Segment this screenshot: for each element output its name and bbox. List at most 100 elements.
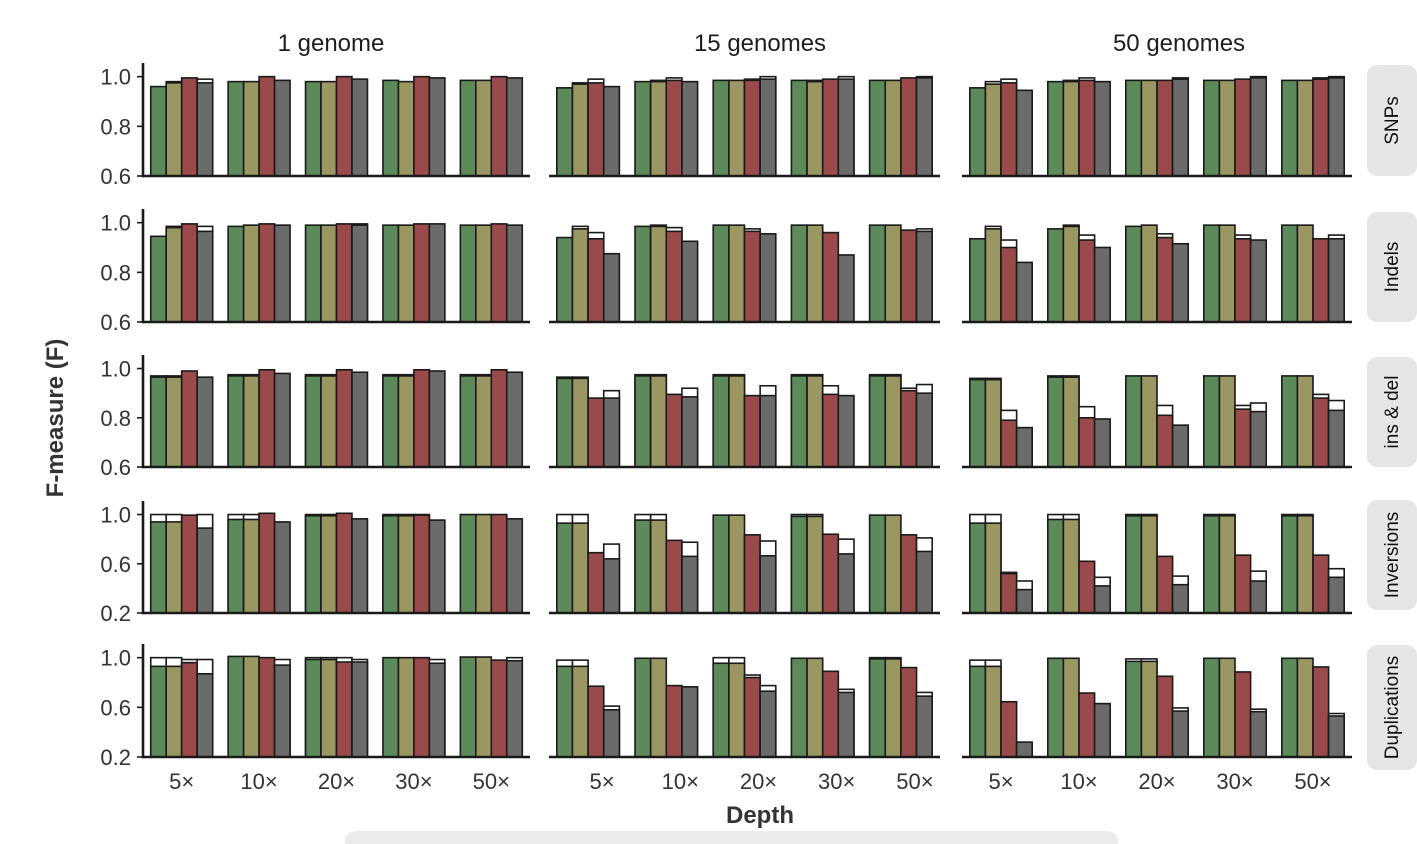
bar-ins-del-15-genomes-depth-30-series-2 [806, 375, 824, 468]
bar-inversions-15-genomes-depth-50-series-4 [915, 550, 933, 614]
bar-ins-del-1-genome-depth-20-series-1 [304, 375, 322, 468]
bar-indels-50-genomes-depth-50-series-2 [1296, 224, 1314, 323]
panel-duplications-1-genome: 0.2 0.6 1.0 [100, 644, 530, 770]
bar-snps-1-genome-depth-5-series-2 [165, 82, 183, 177]
bar-snps-15-genomes-depth-5-series-3 [587, 82, 605, 177]
row-label-box-inversions [1367, 500, 1417, 610]
x-tick-label-1-genome-30: 30× [395, 769, 432, 794]
bar-ins-del-15-genomes-depth-30-series-3 [821, 393, 840, 468]
bar-indels-1-genome-depth-30-series-3 [413, 223, 431, 323]
x-tick-label-50-genomes-20: 20× [1138, 769, 1175, 794]
y-tick-label-duplications-0-2: 0.2 [100, 745, 131, 770]
bar-indels-50-genomes-depth-5-series-2 [984, 228, 1002, 323]
bar-inversions-50-genomes-depth-5-series-1 [968, 522, 987, 614]
bar-indels-15-genomes-depth-10-series-3 [665, 230, 683, 323]
bar-inversions-50-genomes-depth-10-series-1 [1047, 518, 1065, 614]
bar-ins-del-50-genomes-depth-10-series-4 [1093, 418, 1111, 468]
row-label-box-snps [1367, 65, 1417, 176]
bar-duplications-15-genomes-depth-5-series-4 [602, 709, 621, 758]
bar-ins-del-15-genomes-depth-5-series-2 [571, 377, 589, 468]
y-tick-label-snps-0-6: 0.6 [100, 164, 131, 189]
bar-inversions-1-genome-depth-5-series-1 [149, 521, 168, 614]
column-title-15-genomes: 15 genomes [694, 30, 826, 57]
bar-indels-1-genome-depth-10-series-2 [242, 224, 260, 323]
bar-duplications-15-genomes-depth-50-series-1 [868, 658, 887, 758]
bar-snps-50-genomes-depth-50-series-3 [1312, 78, 1330, 177]
bar-duplications-15-genomes-depth-10-series-2 [649, 657, 668, 758]
bar-ins-del-1-genome-depth-50-series-2 [475, 375, 493, 468]
bar-indels-50-genomes-depth-20-series-3 [1156, 236, 1174, 323]
y-tick-label-ins-del-0-8: 0.8 [100, 406, 131, 431]
bar-inversions-50-genomes-depth-50-series-3 [1312, 554, 1330, 614]
bar-snps-50-genomes-depth-10-series-1 [1047, 80, 1065, 177]
bar-duplications-1-genome-depth-50-series-1 [459, 656, 477, 758]
bar-indels-1-genome-depth-20-series-3 [335, 223, 353, 323]
bar-indels-50-genomes-depth-5-series-3 [1000, 246, 1018, 323]
bar-snps-1-genome-depth-20-series-3 [335, 75, 353, 177]
bar-inversions-1-genome-depth-10-series-4 [273, 521, 291, 614]
bar-inversions-1-genome-depth-30-series-1 [382, 514, 400, 614]
bar-indels-1-genome-depth-10-series-1 [227, 225, 245, 323]
x-tick-label-15-genomes-50: 50× [896, 769, 933, 794]
bar-ins-del-50-genomes-depth-10-series-2 [1062, 376, 1080, 468]
bar-duplications-15-genomes-depth-20-series-1 [712, 662, 730, 758]
bar-duplications-1-genome-depth-50-series-3 [490, 659, 508, 758]
bar-duplications-1-genome-depth-5-series-2 [165, 665, 183, 758]
bar-snps-15-genomes-depth-5-series-2 [571, 83, 589, 177]
bar-snps-50-genomes-depth-30-series-2 [1218, 79, 1236, 177]
bar-duplications-50-genomes-depth-10-series-4 [1093, 702, 1111, 758]
bar-inversions-50-genomes-depth-30-series-4 [1249, 580, 1267, 614]
bar-ins-del-50-genomes-depth-50-series-1 [1281, 375, 1299, 468]
bar-inversions-1-genome-depth-10-series-2 [242, 518, 260, 614]
bar-duplications-15-genomes-depth-20-series-2 [728, 662, 746, 758]
bar-snps-15-genomes-depth-20-series-1 [712, 79, 730, 177]
bar-ins-del-50-genomes-depth-10-series-3 [1078, 416, 1096, 468]
bar-snps-1-genome-depth-5-series-4 [196, 82, 214, 177]
bar-snps-1-genome-depth-5-series-1 [149, 85, 168, 177]
bar-ins-del-15-genomes-depth-20-series-1 [712, 375, 730, 468]
bar-inversions-1-genome-depth-20-series-4 [351, 518, 369, 614]
bar-snps-1-genome-depth-20-series-2 [320, 80, 338, 177]
bar-duplications-50-genomes-depth-20-series-4 [1171, 710, 1189, 758]
bar-indels-15-genomes-depth-50-series-3 [900, 229, 918, 323]
bar-snps-50-genomes-depth-20-series-1 [1125, 79, 1143, 177]
bar-snps-1-genome-depth-30-series-4 [428, 77, 446, 177]
bar-snps-15-genomes-depth-50-series-4 [915, 77, 933, 177]
bar-duplications-1-genome-depth-5-series-3 [180, 661, 198, 758]
bar-duplications-50-genomes-depth-30-series-4 [1249, 710, 1267, 758]
bar-snps-50-genomes-depth-20-series-3 [1156, 79, 1174, 177]
bar-snps-50-genomes-depth-10-series-2 [1062, 80, 1080, 177]
bar-inversions-50-genomes-depth-20-series-1 [1125, 514, 1143, 614]
bar-snps-15-genomes-depth-5-series-1 [556, 87, 574, 177]
bar-duplications-50-genomes-depth-5-series-1 [968, 665, 987, 758]
x-tick-labels: 5× 10× 20× 30× 50× 5× 10× 20× 30× 50× 5× 10× 20× 30× 5… [169, 769, 1332, 794]
bar-snps-1-genome-depth-20-series-4 [351, 78, 369, 177]
bar-indels-50-genomes-depth-30-series-2 [1218, 224, 1236, 323]
row-label-duplications: Duplications [1382, 656, 1403, 760]
bar-snps-1-genome-depth-50-series-2 [475, 79, 493, 177]
bar-inversions-15-genomes-depth-10-series-2 [649, 519, 668, 614]
bar-ins-del-1-genome-depth-20-series-4 [351, 371, 369, 468]
bar-duplications-50-genomes-depth-20-series-3 [1156, 675, 1174, 758]
bar-duplications-15-genomes-depth-20-series-4 [759, 690, 777, 758]
y-tick-label-ins-del-1-0: 1.0 [100, 357, 131, 382]
bar-ins-del-1-genome-depth-30-series-2 [397, 375, 415, 468]
bar-ins-del-1-genome-depth-30-series-4 [428, 370, 446, 468]
x-tick-label-50-genomes-5: 5× [988, 769, 1013, 794]
bar-inversions-50-genomes-depth-10-series-2 [1062, 518, 1080, 614]
bar-ins-del-15-genomes-depth-10-series-1 [634, 375, 652, 468]
bar-ins-del-1-genome-depth-5-series-3 [180, 370, 198, 468]
bar-ins-del-1-genome-depth-50-series-4 [505, 371, 524, 468]
x-tick-label-15-genomes-5: 5× [590, 769, 615, 794]
bar-indels-50-genomes-depth-10-series-4 [1093, 246, 1111, 323]
bar-indels-15-genomes-depth-10-series-1 [634, 225, 652, 323]
bar-duplications-1-genome-depth-20-series-3 [335, 661, 353, 758]
bar-indels-15-genomes-depth-30-series-4 [837, 254, 855, 323]
bar-inversions-50-genomes-depth-50-series-2 [1296, 514, 1314, 614]
facet-panels: 0.60.81.00.60.81.00.60.81.00.20.61.00.20… [100, 63, 1352, 770]
bar-inversions-15-genomes-depth-5-series-4 [602, 558, 621, 614]
bar-ins-del-15-genomes-depth-20-series-3 [743, 394, 761, 468]
bar-duplications-50-genomes-depth-10-series-2 [1062, 657, 1080, 758]
bar-duplications-15-genomes-depth-10-series-4 [681, 686, 699, 758]
bar-ins-del-1-genome-depth-50-series-3 [490, 368, 508, 468]
